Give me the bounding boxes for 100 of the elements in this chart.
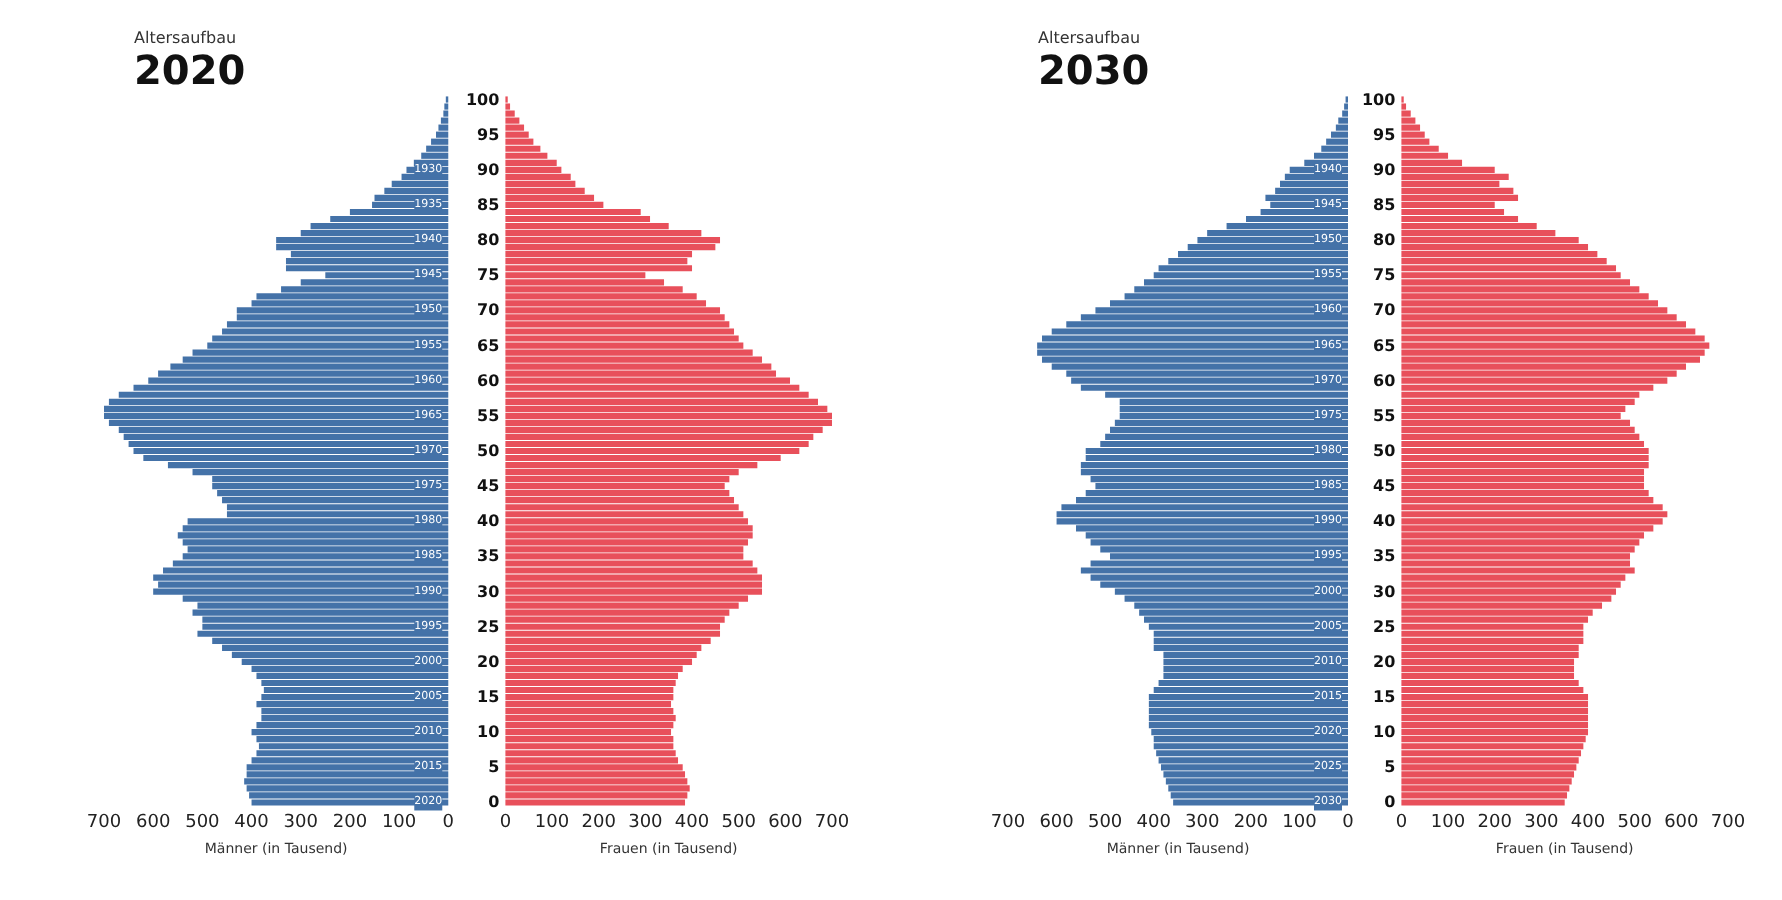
bar — [505, 693, 674, 701]
bar — [505, 525, 753, 532]
y-tick-label: 85 — [1373, 195, 1397, 214]
bar — [431, 138, 449, 145]
bar — [1401, 644, 1579, 651]
bar — [505, 511, 744, 518]
x-tick-label: 100 — [381, 813, 417, 833]
bar — [1401, 764, 1577, 771]
x-tick-label: 300 — [628, 813, 664, 833]
y-tick-label: 5 — [1384, 758, 1397, 777]
bar — [505, 736, 674, 743]
bar — [505, 651, 697, 658]
x-tick-label: 500 — [1087, 813, 1123, 833]
y-tick-label: 40 — [477, 512, 501, 531]
bar — [1401, 433, 1640, 441]
bar — [1401, 321, 1687, 328]
bar — [505, 623, 721, 630]
bar — [1401, 595, 1612, 602]
x-tick-label: 700 — [86, 813, 122, 833]
bar — [505, 131, 529, 138]
bar — [435, 131, 449, 138]
y-tick-label: 30 — [1373, 582, 1397, 601]
bar — [1401, 637, 1584, 644]
y-tick-label: 60 — [477, 371, 501, 390]
x-tick-label: 200 — [332, 813, 368, 833]
bar — [505, 799, 686, 806]
x-tick-label: 100 — [534, 813, 570, 833]
y-tick-label: 15 — [477, 688, 501, 707]
bar — [505, 314, 725, 321]
bar — [1401, 279, 1631, 286]
bar — [438, 124, 449, 131]
bar — [505, 145, 541, 152]
bar — [1401, 518, 1663, 525]
y-tick-label: 25 — [477, 617, 501, 636]
bar — [1401, 110, 1411, 117]
bar — [1401, 532, 1645, 539]
y-tick-label: 80 — [1373, 231, 1397, 250]
bar — [1401, 672, 1575, 680]
bar — [505, 743, 674, 750]
bar — [505, 194, 595, 202]
x-tick-label: 200 — [1477, 813, 1513, 833]
bar — [1401, 117, 1416, 124]
y-tick-label: 80 — [477, 231, 501, 250]
y-tick-label: 95 — [477, 125, 501, 144]
bar — [505, 539, 749, 546]
bar — [505, 412, 832, 419]
bar — [1338, 117, 1348, 124]
bar — [1401, 623, 1584, 630]
y-tick-label: 15 — [1373, 688, 1397, 707]
y-tick-label: 45 — [477, 477, 501, 496]
bar — [505, 321, 730, 328]
x-tick-label: 0 — [442, 813, 455, 833]
x-tick-label: 300 — [283, 813, 319, 833]
y-tick-label: 0 — [488, 793, 501, 812]
x-tick-label: 300 — [1524, 813, 1560, 833]
bar — [1401, 244, 1589, 251]
bar — [1401, 440, 1645, 448]
bar — [505, 588, 763, 595]
bar — [1401, 546, 1635, 553]
bar — [505, 532, 753, 539]
bar — [505, 377, 791, 384]
y-tick-label: 40 — [1373, 512, 1397, 531]
y-tick-label: 70 — [1373, 301, 1397, 320]
chart-subtitle: 2030 — [1038, 46, 1150, 94]
bar — [505, 700, 672, 708]
bar — [505, 110, 515, 117]
x-tick-label: 400 — [234, 813, 270, 833]
bar — [1401, 736, 1586, 743]
bar — [1401, 651, 1579, 658]
bar — [1401, 771, 1575, 778]
bar — [1401, 342, 1710, 349]
bar — [1037, 342, 1348, 349]
bar — [1401, 173, 1509, 180]
bar — [505, 672, 679, 680]
x-tick-label: 100 — [1430, 813, 1466, 833]
bar — [1401, 476, 1645, 483]
bar — [1401, 729, 1589, 736]
bar — [1326, 138, 1348, 145]
bar — [505, 785, 690, 792]
x-tick-label: 700 — [814, 813, 850, 833]
bar — [505, 117, 520, 124]
x-tick-label: 400 — [674, 813, 710, 833]
y-tick-label: 20 — [477, 652, 501, 671]
y-tick-label: 35 — [477, 547, 501, 566]
bar — [505, 328, 735, 335]
y-tick-label: 70 — [477, 301, 501, 320]
y-tick-label: 75 — [477, 266, 501, 285]
bar — [1401, 103, 1407, 110]
y-tick-label: 30 — [477, 582, 501, 601]
bar — [1401, 447, 1649, 455]
bar — [1321, 145, 1348, 152]
bar — [1401, 490, 1649, 497]
x-tick-label: 0 — [1342, 813, 1355, 833]
bar — [1401, 616, 1589, 623]
x-tick-label: 400 — [1136, 813, 1172, 833]
bar — [505, 715, 676, 722]
bar — [1401, 300, 1659, 307]
y-tick-label: 65 — [1373, 336, 1397, 355]
bar — [1401, 539, 1640, 546]
bar — [505, 497, 735, 504]
